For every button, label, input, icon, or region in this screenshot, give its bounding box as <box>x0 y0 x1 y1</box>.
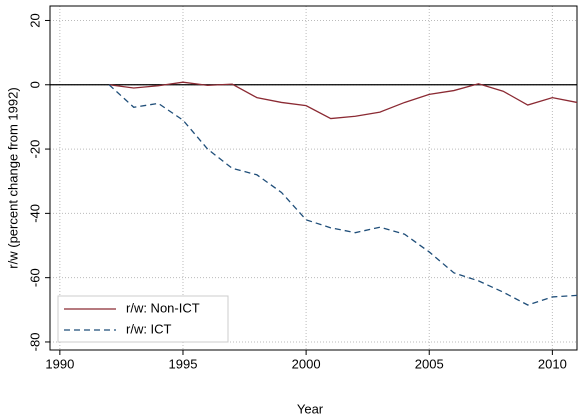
x-tick-label: 2000 <box>292 356 321 371</box>
series-line <box>109 81 578 120</box>
x-tick-label: 1995 <box>169 356 198 371</box>
plot-frame <box>49 5 578 351</box>
y-tick-label: -80 <box>27 333 42 352</box>
y-axis-label: r/w (percent change from 1992) <box>5 87 20 268</box>
x-tick-label: 2010 <box>538 356 567 371</box>
series-line <box>108 84 578 306</box>
y-tick-label: -20 <box>27 140 42 159</box>
x-axis-label: Year <box>297 401 324 416</box>
y-tick-label: -60 <box>27 268 42 287</box>
legend-box <box>57 295 229 343</box>
x-tick-label: 1990 <box>45 356 74 371</box>
legend-label: r/w: Non-ICT <box>126 300 200 315</box>
y-tick-label: -40 <box>27 204 42 223</box>
y-tick-label: 0 <box>27 81 42 88</box>
legend-label: r/w: ICT <box>126 321 172 336</box>
x-tick-label: 2005 <box>415 356 444 371</box>
y-tick-label: 20 <box>27 13 42 27</box>
